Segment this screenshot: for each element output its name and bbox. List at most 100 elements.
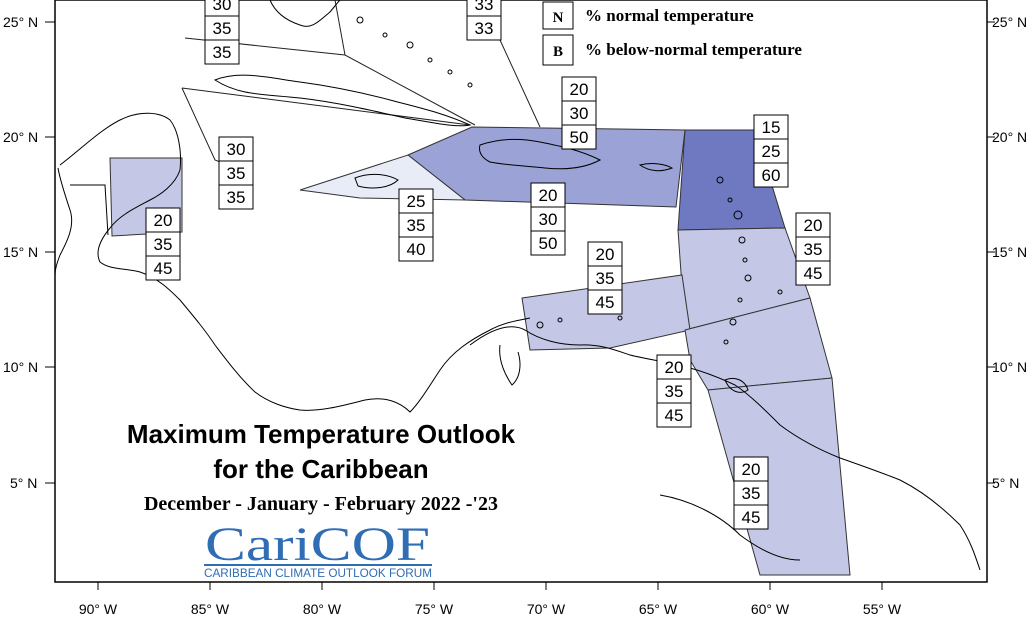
- legend-key-b: B: [553, 44, 563, 60]
- prob-value: 25: [762, 142, 781, 161]
- legend-key-box: [542, 34, 574, 66]
- prob-value: 15: [762, 118, 781, 137]
- prob-cell: [753, 114, 789, 140]
- y-tick-labels-right: 25° N 20° N 15° N 10° N 5° N: [992, 14, 1027, 491]
- title-period: December - January - February 2022 -'23: [144, 493, 498, 515]
- y-tick-label: 5° N: [10, 475, 37, 491]
- prob-cell: [733, 480, 769, 506]
- prob-value: 35: [227, 188, 246, 207]
- legend-key-n: N: [553, 10, 564, 26]
- y-tick-label: 20° N: [3, 129, 38, 145]
- prob-stack-leeward-islands: 15 25 60: [753, 114, 789, 188]
- y-tick-label: 15° N: [3, 244, 38, 260]
- prob-cell: [218, 160, 254, 186]
- prob-cell: [561, 124, 597, 150]
- prob-cell: [530, 206, 566, 232]
- prob-cell: [145, 207, 181, 233]
- caricof-logo: CariCOF CARIBBEAN CLIMATE OUTLOOK FORUM: [204, 518, 432, 580]
- prob-cell: [753, 162, 789, 188]
- prob-value: 35: [227, 164, 246, 183]
- prob-value: 20: [804, 216, 823, 235]
- prob-value: 45: [665, 406, 684, 425]
- prob-value: 45: [154, 259, 173, 278]
- prob-cell: [530, 230, 566, 256]
- prob-cell: [656, 402, 692, 428]
- prob-value: 30: [227, 140, 246, 159]
- prob-value: 35: [154, 235, 173, 254]
- y-tick-label: 25° N: [3, 14, 38, 30]
- legend-key-box: [542, 1, 574, 30]
- logo-subtitle: CARIBBEAN CLIMATE OUTLOOK FORUM: [204, 566, 432, 580]
- prob-cell: [753, 138, 789, 164]
- legend-text-normal: % normal temperature: [585, 6, 754, 25]
- y-tick-label: 10° N: [3, 359, 38, 375]
- prob-stack-jamaica: 25 35 40: [398, 188, 434, 262]
- prob-cell: [795, 260, 831, 286]
- prob-value: 50: [539, 234, 558, 253]
- prob-cell: [733, 504, 769, 530]
- y-tick-label: 20° N: [992, 129, 1027, 145]
- prob-value: 35: [213, 43, 232, 62]
- x-tick-label: 90° W: [79, 601, 118, 617]
- prob-cell: [466, 15, 502, 41]
- prob-cell: [218, 184, 254, 210]
- prob-value: 40: [407, 240, 426, 259]
- prob-stack-hispaniola-north: 20 30 50: [561, 76, 597, 150]
- y-tick-label: 5° N: [992, 475, 1019, 491]
- prob-stack-belize: 20 35 45: [145, 207, 181, 281]
- x-tick-label: 65° W: [639, 601, 678, 617]
- prob-value: 45: [804, 264, 823, 283]
- prob-cell: [587, 241, 623, 267]
- x-tick-label: 75° W: [415, 601, 454, 617]
- legend-text-below: % below-normal temperature: [585, 40, 802, 59]
- prob-value: 20: [596, 245, 615, 264]
- y-tick-label: 25° N: [992, 14, 1027, 30]
- prob-value: 45: [742, 508, 761, 527]
- prob-value: 33: [475, 19, 494, 38]
- prob-cell: [561, 76, 597, 102]
- prob-cell: [398, 236, 434, 262]
- title-line-2: for the Caribbean: [213, 454, 428, 484]
- x-tick-labels: 90° W 85° W 80° W 75° W 70° W 65° W 60° …: [79, 601, 902, 617]
- axis-ticks: [45, 21, 995, 590]
- prob-cell: [587, 265, 623, 291]
- prob-cell: [656, 378, 692, 404]
- prob-value: 20: [665, 358, 684, 377]
- title-line-1: Maximum Temperature Outlook: [127, 419, 516, 449]
- prob-value: 30: [213, 0, 232, 14]
- prob-cell: [656, 354, 692, 380]
- prob-value: 30: [570, 104, 589, 123]
- prob-value: 35: [804, 240, 823, 259]
- prob-value: 35: [596, 269, 615, 288]
- y-tick-label: 15° N: [992, 244, 1027, 260]
- prob-value: 25: [407, 192, 426, 211]
- prob-cell: [218, 136, 254, 162]
- prob-cell: [204, 15, 240, 41]
- coastlines: [54, 0, 981, 571]
- prob-stack-guianas: 20 35 45: [733, 456, 769, 530]
- prob-value: 60: [762, 166, 781, 185]
- y-tick-label: 10° N: [992, 359, 1027, 375]
- prob-stack-abc-islands: 20 35 45: [587, 241, 623, 315]
- prob-value: 30: [539, 210, 558, 229]
- prob-value: 20: [570, 80, 589, 99]
- x-tick-label: 60° W: [751, 601, 790, 617]
- legend: N B % normal temperature % below-normal …: [542, 1, 802, 66]
- prob-cell: [145, 231, 181, 257]
- prob-value: 50: [570, 128, 589, 147]
- prob-stack-trinidad: 20 35 45: [656, 354, 692, 428]
- prob-stack-bahamas-west: 30 35 35: [204, 0, 240, 65]
- title-block: Maximum Temperature Outlook for the Cari…: [127, 419, 516, 515]
- prob-value: 35: [665, 382, 684, 401]
- x-tick-label: 80° W: [303, 601, 342, 617]
- logo-text: CariCOF: [205, 518, 430, 571]
- prob-value: 33: [475, 0, 494, 14]
- x-tick-label: 55° W: [863, 601, 902, 617]
- prob-cell: [587, 289, 623, 315]
- prob-cell: [145, 255, 181, 281]
- x-tick-label: 70° W: [527, 601, 566, 617]
- prob-stack-cuba-west: 30 35 35: [218, 136, 254, 210]
- prob-value: 35: [742, 484, 761, 503]
